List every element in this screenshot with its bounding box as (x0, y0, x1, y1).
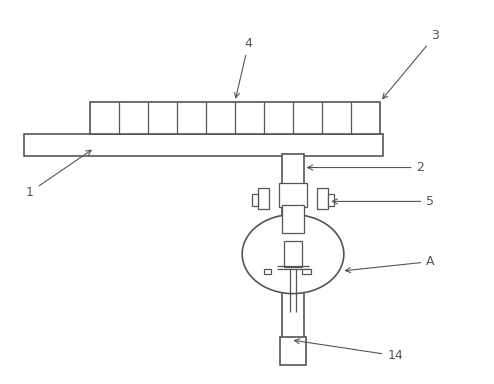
Bar (252, 194, 258, 205)
Bar (258, 188, 269, 209)
Text: 4: 4 (235, 37, 252, 98)
Bar (302, 269, 311, 274)
Bar (328, 194, 333, 205)
Bar (24, 134, 382, 156)
Text: 14: 14 (294, 339, 403, 362)
Bar (89, 102, 380, 134)
Bar (284, 241, 302, 267)
Text: A: A (345, 255, 435, 273)
Circle shape (242, 215, 344, 294)
Text: 5: 5 (332, 195, 434, 208)
Bar (282, 205, 304, 233)
Text: 1: 1 (26, 150, 91, 199)
Bar (280, 337, 306, 365)
Text: 2: 2 (308, 161, 424, 174)
Text: 3: 3 (383, 29, 439, 99)
Bar (280, 183, 307, 207)
Bar (264, 269, 271, 274)
Bar (317, 188, 328, 209)
Bar (283, 154, 304, 343)
